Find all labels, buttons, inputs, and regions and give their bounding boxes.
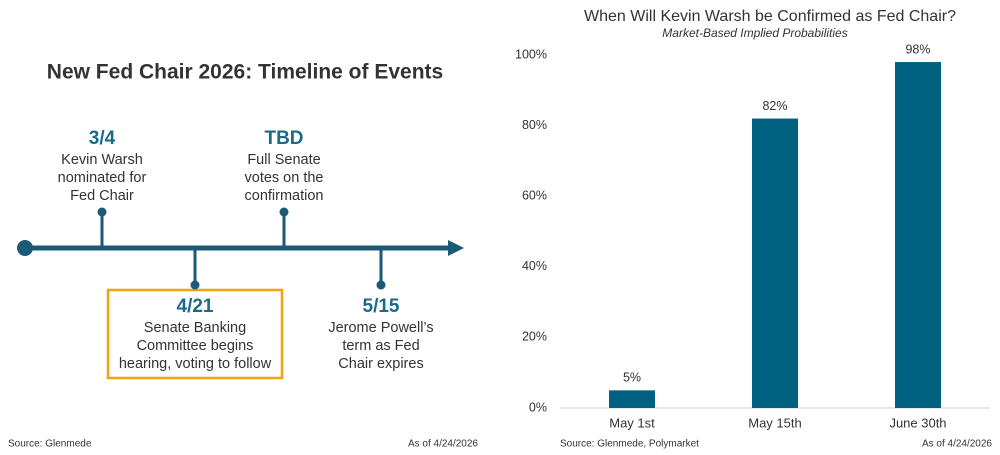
event-text: Jerome Powell’s: [328, 320, 433, 336]
timeline-start: [17, 240, 33, 256]
event-date: 4/21: [177, 296, 214, 317]
bar: [895, 62, 941, 409]
event-text: Full Senate: [247, 152, 320, 168]
event-text: term as Fed: [342, 338, 419, 354]
event-dot: [190, 280, 200, 290]
value-label: 82%: [762, 99, 787, 113]
event-text: Fed Chair: [70, 188, 134, 204]
x-tick-label: May 1st: [609, 415, 655, 430]
as-of: As of 4/24/2026: [408, 439, 478, 450]
chart-as-of: As of 4/24/2026: [922, 439, 992, 450]
y-tick-label: 80%: [522, 118, 547, 132]
event-text: nominated for: [58, 170, 147, 186]
value-label: 5%: [623, 371, 641, 385]
event-text: confirmation: [245, 188, 324, 204]
y-tick-label: 40%: [522, 259, 547, 273]
timeline-title: New Fed Chair 2026: Timeline of Events: [47, 61, 443, 84]
x-tick-label: May 15th: [748, 415, 801, 430]
event-text: Senate Banking: [144, 320, 246, 336]
event-text: votes on the: [245, 170, 324, 186]
event-text: Chair expires: [338, 356, 423, 372]
event-text: Committee begins: [137, 338, 254, 354]
event-dot: [279, 207, 289, 217]
x-tick-label: June 30th: [889, 415, 946, 430]
y-tick-label: 0%: [529, 400, 547, 414]
event-dot: [97, 207, 107, 217]
event-date: TBD: [264, 128, 303, 149]
timeline-arrow: [448, 240, 464, 256]
event-text: Kevin Warsh: [61, 152, 143, 168]
y-tick-label: 20%: [522, 330, 547, 344]
chart-title: When Will Kevin Warsh be Confirmed as Fe…: [584, 8, 956, 25]
highlight-box: [106, 288, 284, 380]
bar: [752, 118, 798, 408]
event-dot: [376, 280, 386, 290]
chart-subtitle: Market-Based Implied Probabilities: [662, 26, 847, 40]
y-tick-label: 100%: [515, 47, 547, 61]
y-tick-label: 60%: [522, 188, 547, 202]
event-text: hearing, voting to follow: [119, 356, 272, 372]
event-date: 3/4: [89, 128, 116, 149]
value-label: 98%: [905, 42, 930, 56]
chart-source: Source: Glenmede, Polymarket: [560, 439, 699, 450]
source: Source: Glenmede: [8, 439, 92, 450]
bar: [609, 390, 655, 408]
event-date: 5/15: [363, 296, 400, 317]
